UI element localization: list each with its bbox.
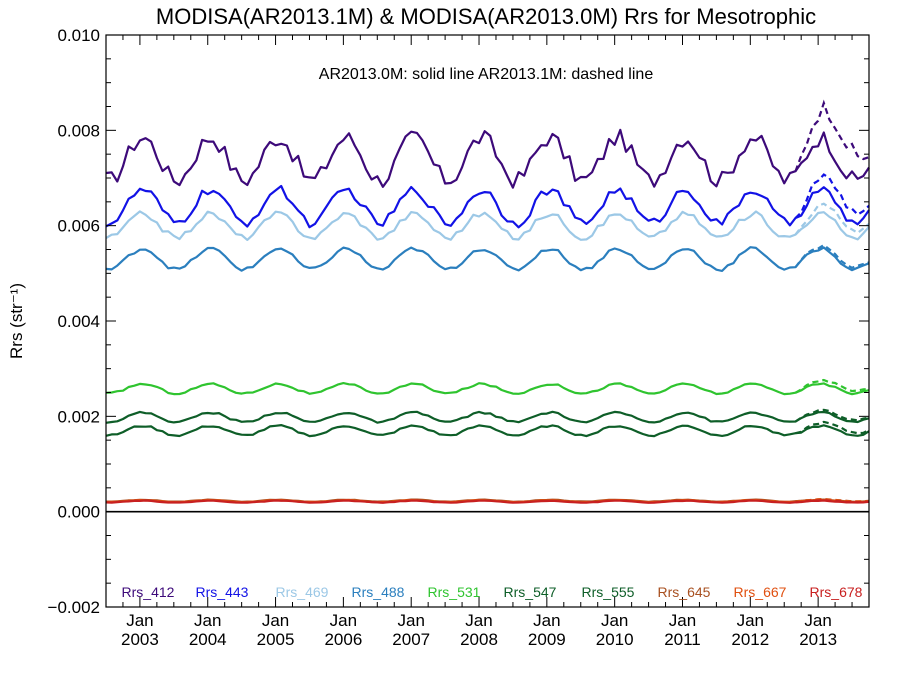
chart-title: MODISA(AR2013.1M) & MODISA(AR2013.0M) Rr… xyxy=(156,4,816,29)
series-line-rrs-412-dashed xyxy=(794,99,870,172)
legend-entry-rrs-469: Rrs_469 xyxy=(276,584,329,600)
series-line-rrs-412-solid xyxy=(105,128,870,189)
x-tick-label-month: Jan xyxy=(330,611,357,630)
legend-entry-rrs-488: Rrs_488 xyxy=(352,584,405,600)
chart-annotation: AR2013.0M: solid line AR2013.1M: dashed … xyxy=(319,66,654,83)
y-tick-label: 0.006 xyxy=(57,217,100,236)
plot-frame xyxy=(105,34,870,608)
series-line-rrs-678-dashed xyxy=(795,498,870,504)
series-line-rrs-469-solid xyxy=(105,210,870,241)
legend-entry-rrs-555: Rrs_555 xyxy=(582,584,635,600)
legend-entry-rrs-531: Rrs_531 xyxy=(428,584,481,600)
y-tick-label: −0.002 xyxy=(48,598,100,617)
series-line-rrs-443-dashed xyxy=(794,173,870,219)
legend-entry-rrs-645: Rrs_645 xyxy=(658,584,711,600)
y-tick-label: 0.008 xyxy=(57,121,100,140)
x-tick-label-month: Jan xyxy=(601,611,628,630)
x-tick-label-year: 2009 xyxy=(528,630,566,649)
series-line-rrs-531-dashed xyxy=(794,378,870,394)
legend-entry-rrs-678: Rrs_678 xyxy=(810,584,863,600)
legend-entry-rrs-667: Rrs_667 xyxy=(734,584,787,600)
x-tick-label-year: 2013 xyxy=(799,630,837,649)
y-axis-label: Rrs (str⁻¹) xyxy=(7,283,26,359)
y-tick-label: 0.004 xyxy=(57,312,100,331)
x-tick-label-year: 2010 xyxy=(596,630,634,649)
x-tick-label-month: Jan xyxy=(737,611,764,630)
legend-entry-rrs-412: Rrs_412 xyxy=(122,584,175,600)
x-tick-label-year: 2003 xyxy=(121,630,159,649)
x-tick-label-month: Jan xyxy=(533,611,560,630)
series-line-rrs-547-dashed xyxy=(794,408,870,423)
series-line-rrs-488-dashed xyxy=(794,243,870,270)
series-line-rrs-555-dashed xyxy=(795,420,870,435)
x-tick-label-month: Jan xyxy=(397,611,424,630)
x-tick-label-month: Jan xyxy=(669,611,696,630)
x-tick-label-year: 2006 xyxy=(324,630,362,649)
x-tick-label-year: 2004 xyxy=(189,630,227,649)
y-tick-label: 0.002 xyxy=(57,407,100,426)
series-line-rrs-678-solid xyxy=(105,499,870,504)
x-tick-label-month: Jan xyxy=(465,611,492,630)
y-tick-label: 0.000 xyxy=(57,503,100,522)
series-line-rrs-469-dashed xyxy=(794,202,870,236)
series-line-rrs-555-solid xyxy=(105,424,870,438)
x-tick-label-month: Jan xyxy=(194,611,221,630)
x-tick-label-year: 2008 xyxy=(460,630,498,649)
x-tick-label-month: Jan xyxy=(262,611,289,630)
y-tick-label: 0.010 xyxy=(57,26,100,45)
x-tick-label-year: 2005 xyxy=(257,630,295,649)
series-line-rrs-488-solid xyxy=(105,246,870,272)
series-line-rrs-531-solid xyxy=(105,382,870,396)
x-tick-label-year: 2007 xyxy=(392,630,430,649)
x-tick-label-year: 2011 xyxy=(664,630,701,649)
legend-entry-rrs-547: Rrs_547 xyxy=(504,584,557,600)
series-line-rrs-547-solid xyxy=(105,410,870,424)
legend-entry-rrs-443: Rrs_443 xyxy=(196,584,249,600)
series-line-rrs-443-solid xyxy=(105,184,870,229)
x-tick-label-month: Jan xyxy=(126,611,153,630)
x-tick-label-year: 2012 xyxy=(731,630,769,649)
x-tick-label-month: Jan xyxy=(804,611,831,630)
